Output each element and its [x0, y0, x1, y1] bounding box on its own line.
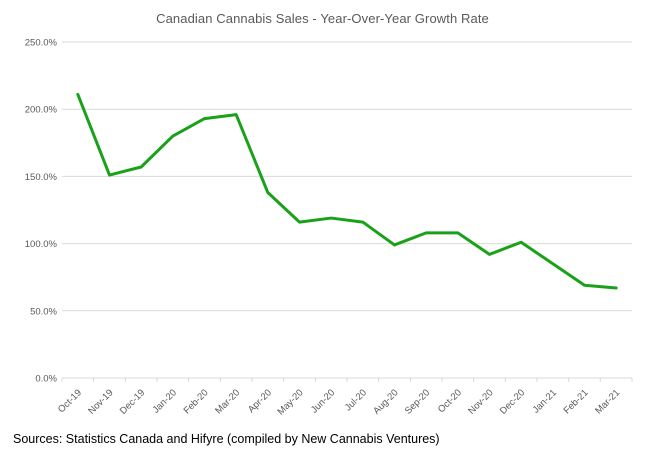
x-tick-label: Oct-20	[436, 387, 464, 415]
chart-title: Canadian Cannabis Sales - Year-Over-Year…	[156, 11, 489, 26]
x-tick-label: Dec-20	[498, 387, 527, 416]
y-tick-label: 100.0%	[25, 239, 58, 250]
x-tick-label: Mar-21	[593, 387, 622, 416]
x-tick-label: Jan-20	[151, 387, 179, 415]
x-tick-label: Aug-20	[371, 387, 400, 416]
x-tick-label: Feb-20	[182, 387, 211, 416]
x-tick-label: Jan-21	[531, 387, 559, 415]
x-tick-label: Nov-19	[86, 387, 115, 416]
yoy-growth-line	[76, 92, 618, 290]
x-tick-label: Apr-20	[246, 387, 274, 415]
y-tick-label: 50.0%	[30, 306, 57, 317]
source-note: Sources: Statistics Canada and Hifyre (c…	[13, 432, 440, 446]
x-tick-label: Jun-20	[309, 387, 337, 415]
y-tick-label: 250.0%	[25, 38, 58, 49]
x-tick-label: Dec-19	[118, 387, 147, 416]
y-tick-label: 150.0%	[25, 172, 58, 183]
x-tick-label: Oct-19	[56, 387, 84, 415]
x-tick-label: Mar-20	[213, 387, 242, 416]
x-tick-label: Nov-20	[466, 387, 495, 416]
y-tick-label: 200.0%	[25, 105, 58, 116]
x-tick-label: Feb-21	[562, 387, 591, 416]
x-tick-label: May-20	[275, 387, 305, 417]
x-tick-label: Jul-20	[343, 387, 369, 413]
x-tick-label: Sep-20	[403, 387, 432, 416]
y-tick-label: 0.0%	[35, 374, 57, 385]
